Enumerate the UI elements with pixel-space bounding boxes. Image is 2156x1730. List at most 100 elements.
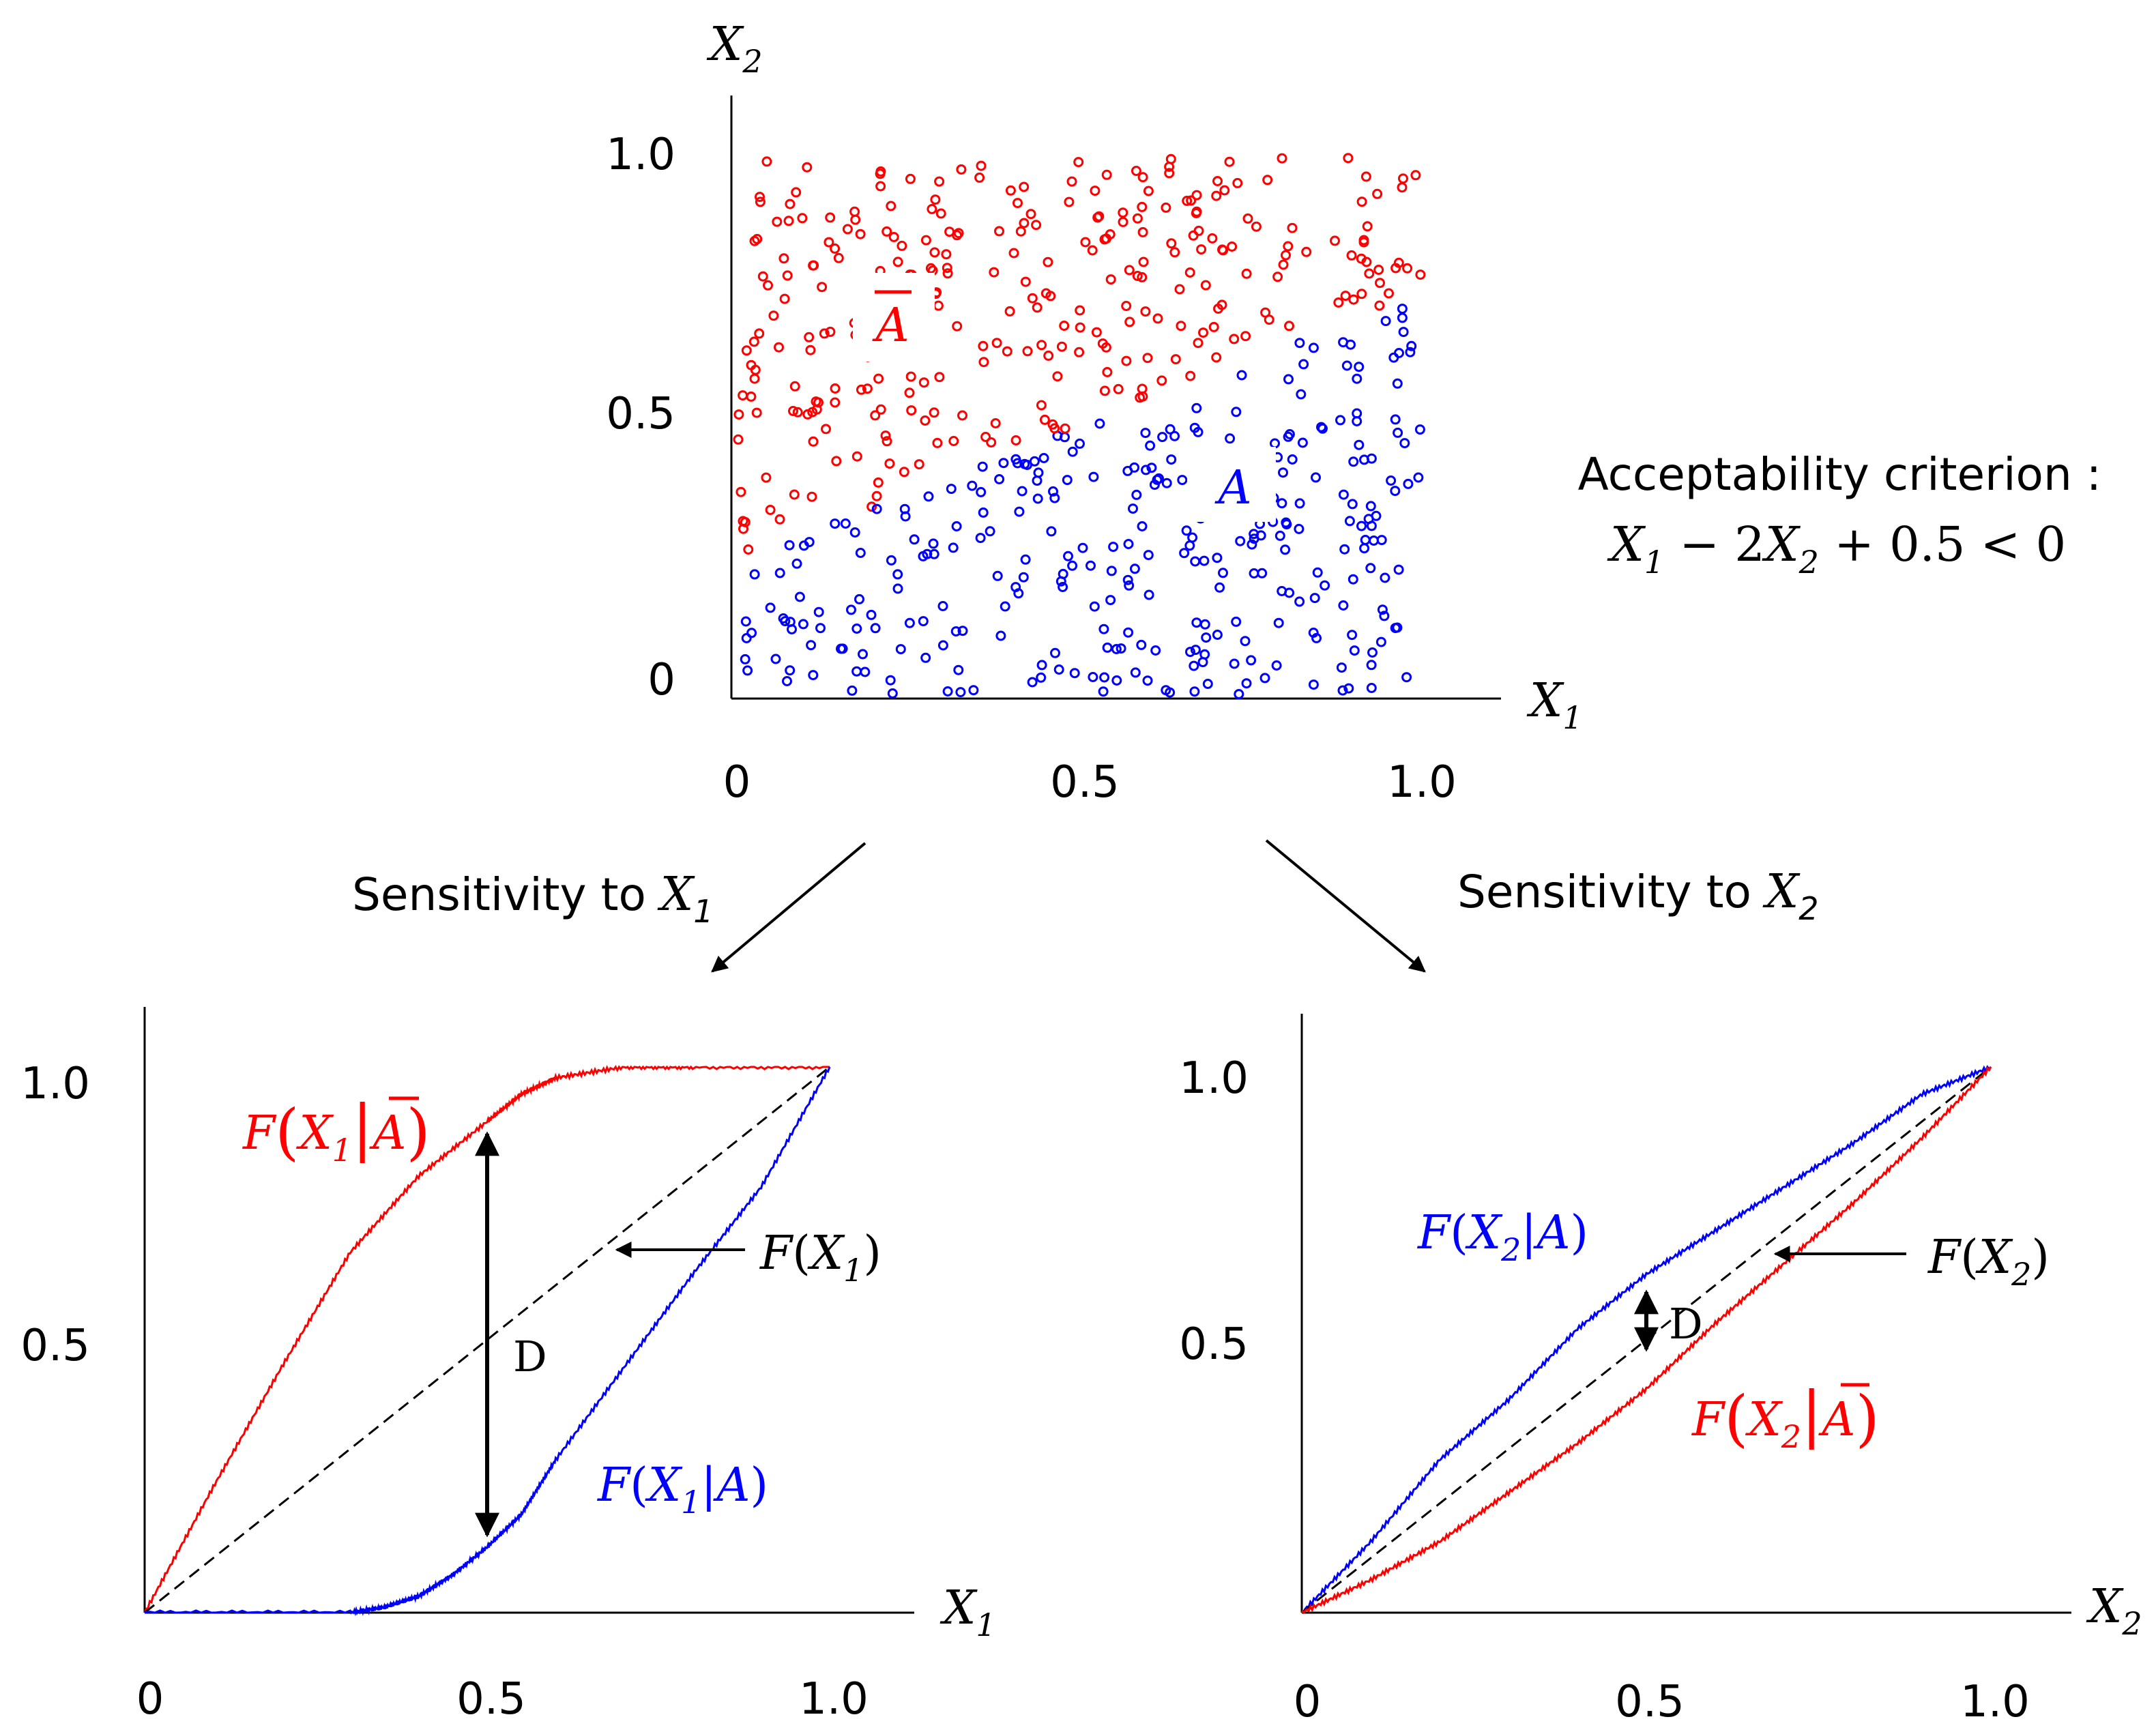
scatter-point-a xyxy=(1185,647,1195,658)
scatter-point-abar xyxy=(1132,271,1143,281)
scatter-point-a xyxy=(1123,627,1134,638)
scatter-point-abar xyxy=(1064,196,1075,207)
scatter-point-abar xyxy=(817,282,828,293)
scatter-point-a xyxy=(1152,474,1163,485)
scatter-point-a xyxy=(892,583,903,594)
scatter-point-abar xyxy=(1375,278,1385,289)
scatter-point-abar xyxy=(1348,294,1359,305)
scatter-point-a xyxy=(928,538,939,549)
scatter-point-abar xyxy=(761,156,772,167)
scatter-point-abar xyxy=(1010,435,1021,445)
scatter-point-abar xyxy=(1346,250,1357,261)
scatter-point-a xyxy=(1018,572,1029,583)
cdf-x2-line-abar xyxy=(1300,1066,1992,1615)
scatter-point-a xyxy=(830,518,841,529)
acceptability-criterion: Acceptability criterion : X1 − 2X2 + 0.5… xyxy=(1578,448,2101,581)
scatter-point-a xyxy=(770,654,781,664)
scatter-point-abar xyxy=(1287,222,1298,233)
scatter-point-abar xyxy=(1137,272,1148,282)
scatter-point-abar xyxy=(875,404,886,415)
scatter-point-a xyxy=(1122,574,1133,585)
scatter-point-abar xyxy=(882,436,892,447)
scatter-point-a xyxy=(746,628,757,639)
scatter-point-a xyxy=(992,570,1003,581)
scatter-point-abar xyxy=(1080,237,1091,248)
scatter-point-a xyxy=(1062,475,1073,486)
scatter-point-abar xyxy=(1398,173,1408,184)
scatter-point-abar xyxy=(929,407,939,418)
scatter-point-abar xyxy=(1043,350,1054,361)
scatter-point-a xyxy=(1189,660,1199,671)
scatter-point-a xyxy=(1246,655,1257,666)
scatter-point-abar xyxy=(929,247,940,258)
criterion-expression: X1 − 2X2 + 0.5 < 0 xyxy=(1607,516,2066,581)
scatter-point-abar xyxy=(920,415,931,426)
scatter-point-abar xyxy=(1281,250,1291,261)
scatter-point-abar xyxy=(1415,269,1426,280)
scatter-point-a xyxy=(951,521,962,531)
scatter-point-abar xyxy=(873,373,884,384)
scatter-point-abar xyxy=(1372,188,1383,199)
scatter-point-a xyxy=(937,601,948,611)
scatter-point-abar xyxy=(918,377,929,388)
scatter-point-a xyxy=(1131,489,1142,500)
scatter-point-a xyxy=(866,609,877,620)
scatter-point-abar xyxy=(806,491,817,502)
scatter-ylabel: X2 xyxy=(706,18,763,80)
scatter-point-a xyxy=(1354,439,1365,450)
scatter-point-abar xyxy=(1277,153,1287,164)
scatter-point-a xyxy=(1337,685,1348,696)
scatter-point-abar xyxy=(761,472,772,483)
cdf-x2-ytick-1: 1.0 xyxy=(1179,1053,1249,1104)
scatter-point-a xyxy=(886,555,897,566)
scatter-point-a xyxy=(1050,647,1060,658)
scatter-point-a xyxy=(1320,580,1330,591)
scatter-point-abar xyxy=(1022,346,1033,357)
scatter-point-a xyxy=(1145,440,1156,451)
scatter-point-abar xyxy=(782,270,793,281)
scatter-point-abar xyxy=(884,458,895,469)
scatter-point-a xyxy=(1129,563,1140,574)
scatter-point-a xyxy=(1365,563,1376,574)
scatter-point-a xyxy=(937,640,948,651)
scatter-point-abar xyxy=(956,164,967,175)
scatter-point-abar xyxy=(746,360,757,370)
scatter-point-abar xyxy=(1240,331,1251,342)
scatter-point-a xyxy=(1394,348,1404,358)
scatter-point-a xyxy=(942,686,953,697)
scatter-point-a xyxy=(1225,433,1236,444)
scatter-point-a xyxy=(1000,601,1010,612)
scatter-point-abar xyxy=(1019,181,1030,192)
scatter-point-a xyxy=(1102,642,1113,653)
scatter-point-a xyxy=(994,474,1005,484)
scatter-point-a xyxy=(975,533,986,544)
scatter-point-a xyxy=(1063,551,1073,561)
scatter-point-a xyxy=(1201,632,1212,643)
arrow-to-x2 xyxy=(1265,839,1426,973)
scatter-point-a xyxy=(1106,566,1117,576)
scatter-point-abar xyxy=(899,467,909,478)
scatter-point-abar xyxy=(1191,190,1202,201)
scatter-point-a xyxy=(887,688,898,699)
scatter-point-a xyxy=(1069,668,1080,679)
scatter-point-abar xyxy=(1208,321,1219,332)
scatter-point-abar xyxy=(785,199,796,209)
scatter-point-a xyxy=(1390,486,1401,497)
scatter-point-a xyxy=(1249,533,1259,544)
scatter-point-a xyxy=(1177,475,1188,486)
scatter-point-abar xyxy=(941,249,952,260)
scatter-point-a xyxy=(855,548,866,558)
cdf-x2-xlabel: X2 xyxy=(2086,1580,2142,1642)
scatter-point-a xyxy=(1294,498,1305,509)
scatter-point-abar xyxy=(1043,256,1053,267)
scatter-point-abar xyxy=(932,437,943,448)
scatter-point-abar xyxy=(1200,280,1211,291)
scatter-point-a xyxy=(1414,424,1425,435)
scatter-point-abar xyxy=(871,490,882,501)
scatter-point-a xyxy=(836,643,846,654)
scatter-point-a xyxy=(1088,471,1099,482)
scatter-point-a xyxy=(808,670,819,681)
scatter-point-abar xyxy=(778,253,789,264)
scatter-point-a xyxy=(1338,600,1349,611)
scatter-point-a xyxy=(1143,550,1154,561)
